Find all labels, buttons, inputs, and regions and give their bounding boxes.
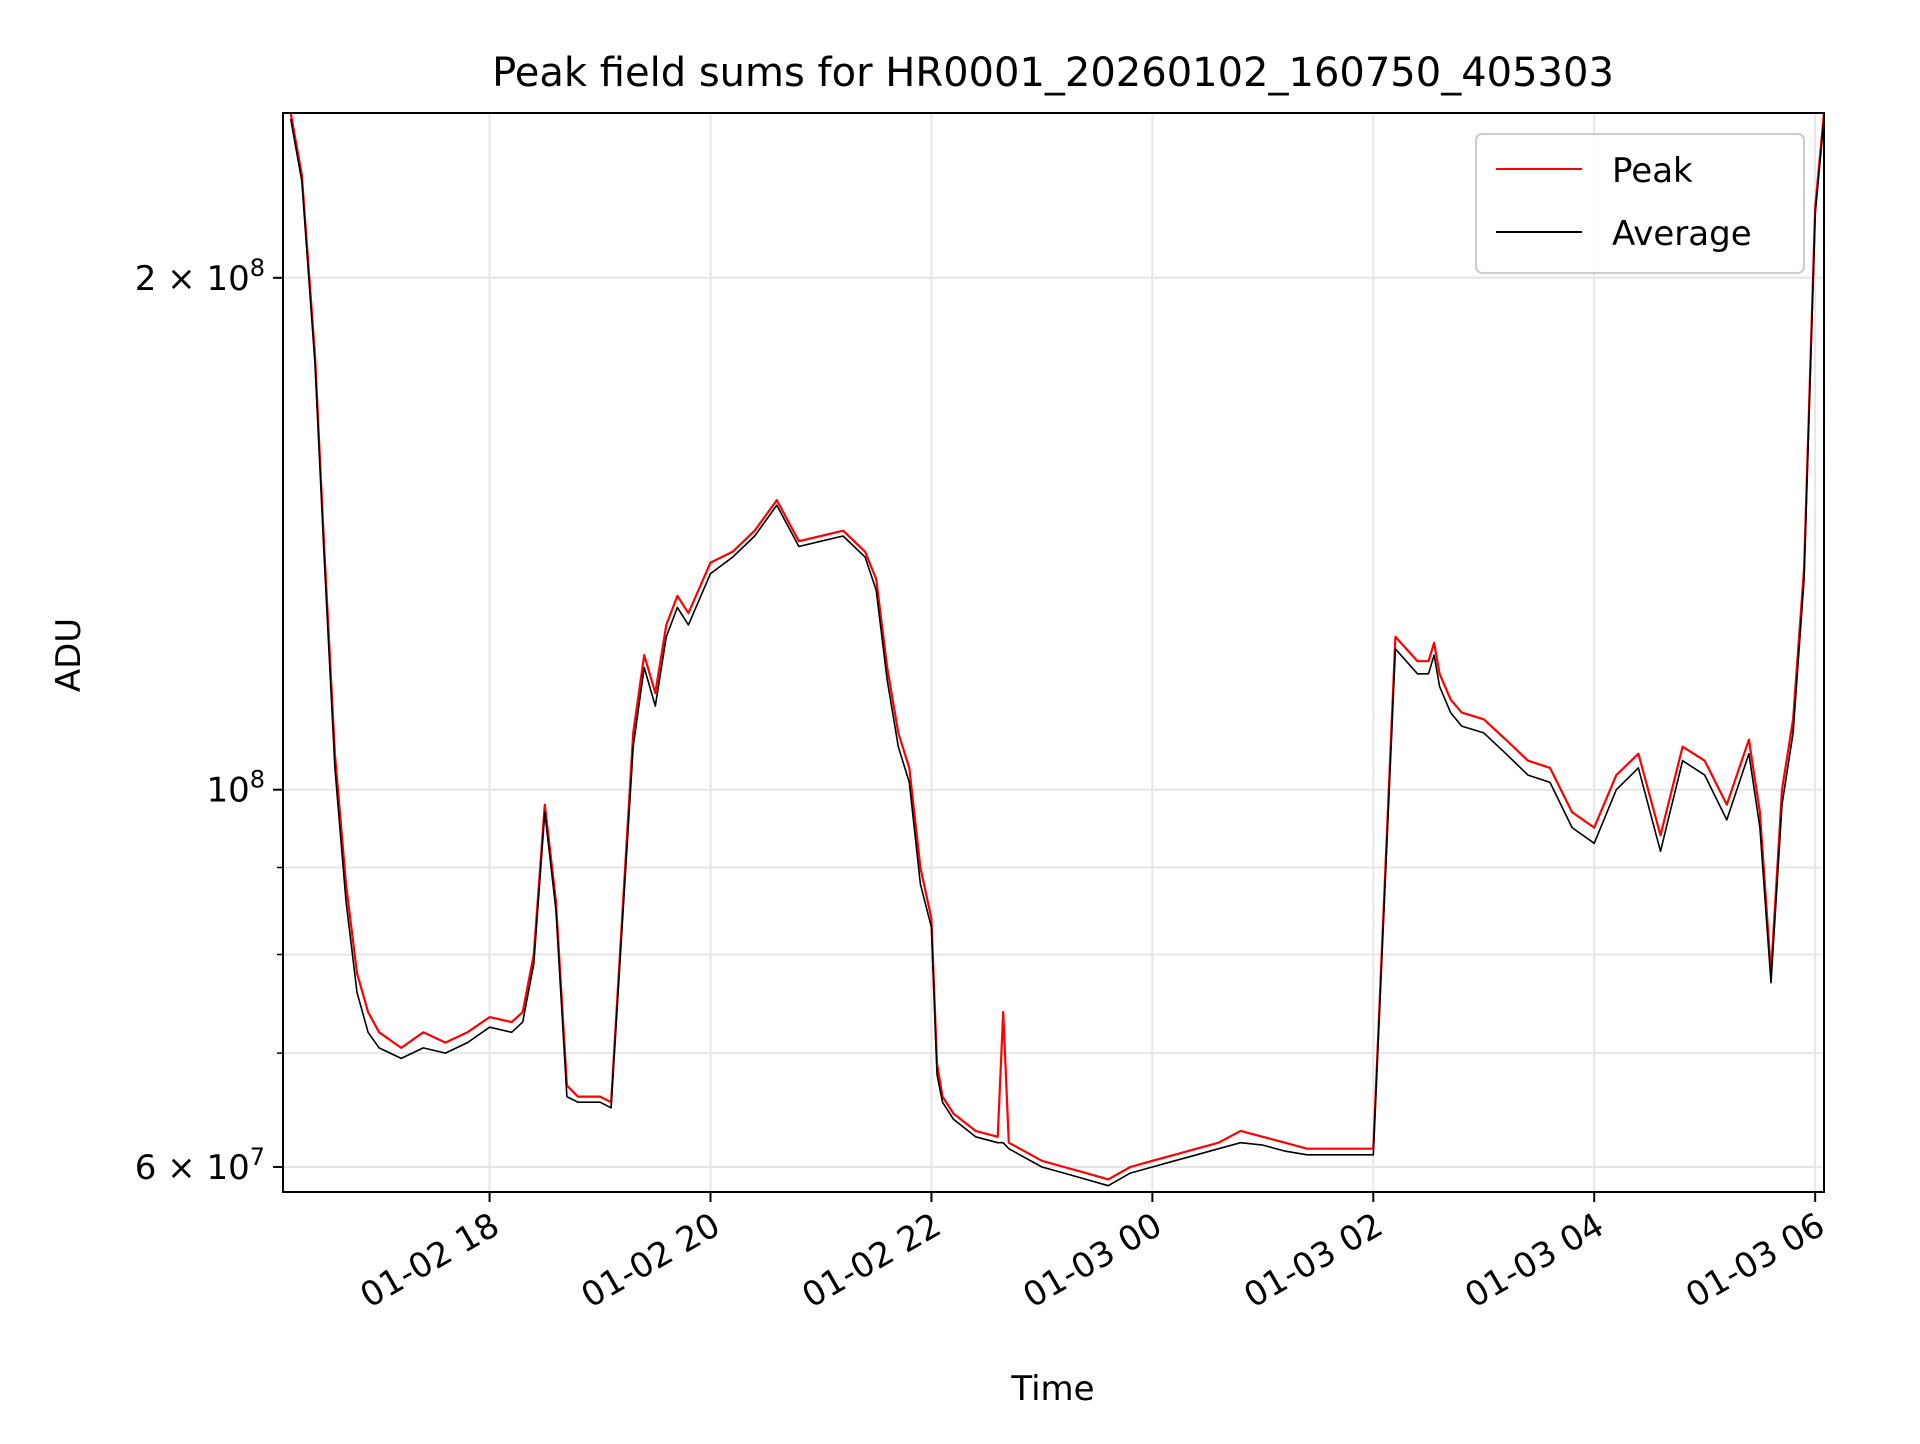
y-tick-label: 6 × 107 bbox=[135, 1143, 265, 1188]
legend: Peak Average bbox=[1475, 133, 1805, 274]
legend-label-peak: Peak bbox=[1612, 151, 1693, 191]
chart-title: Peak field sums for HR0001_20260102_1607… bbox=[492, 50, 1614, 96]
plot-frame bbox=[282, 112, 1825, 1193]
y-axis-label: ADU bbox=[49, 618, 89, 692]
series-line-peak bbox=[289, 112, 1826, 1181]
grid-layer bbox=[283, 113, 1824, 1192]
series-line-average bbox=[289, 118, 1825, 1187]
series-layer bbox=[289, 112, 1826, 1187]
legend-label-average: Average bbox=[1612, 214, 1752, 254]
x-axis-label: Time bbox=[1010, 1369, 1094, 1409]
y-tick-label: 108 bbox=[206, 766, 265, 811]
y-tick-label: 2 × 108 bbox=[135, 254, 265, 299]
